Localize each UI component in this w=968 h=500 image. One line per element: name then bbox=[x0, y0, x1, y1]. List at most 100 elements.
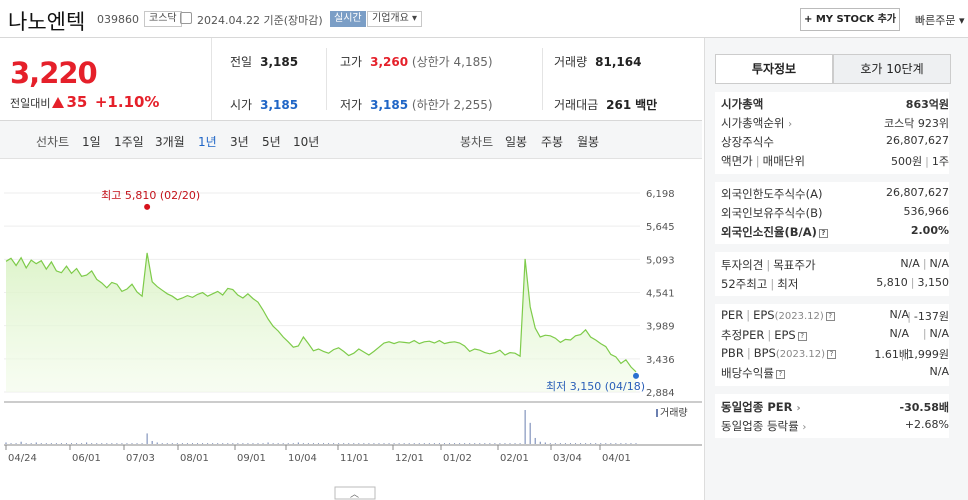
volume-bar bbox=[212, 443, 214, 444]
volume-bar bbox=[181, 443, 183, 444]
day-high: 고가 3,260 (상한가 4,185) bbox=[340, 55, 493, 69]
volume-bar bbox=[539, 441, 541, 444]
volume-bar bbox=[433, 443, 435, 444]
period-3m[interactable]: 3개월 bbox=[155, 135, 185, 149]
volume-bar bbox=[76, 443, 78, 444]
x-tick-label: 04/24 bbox=[8, 453, 37, 464]
valuation-section: PER | EPS(2023.12)? N/A | -137원 추정PER | EPS? N/A… bbox=[715, 304, 949, 386]
divider bbox=[0, 120, 702, 121]
help-icon[interactable]: ? bbox=[825, 312, 835, 321]
volume-bar bbox=[45, 443, 47, 444]
volume-bar bbox=[307, 443, 309, 444]
tab-hoga[interactable]: 호가 10단계 bbox=[833, 54, 951, 84]
volume-bar bbox=[40, 443, 42, 444]
candle-weekly[interactable]: 주봉 bbox=[541, 135, 564, 149]
volume-bar bbox=[615, 443, 617, 444]
help-icon[interactable]: ? bbox=[818, 229, 828, 238]
volume-bar bbox=[564, 443, 566, 444]
volume-bar bbox=[378, 443, 380, 444]
dividend-row: 배당수익률? N/A bbox=[721, 365, 949, 380]
foreign-ratio-row: 외국인소진율(B/A)? 2.00% bbox=[721, 224, 949, 239]
period-10y[interactable]: 10년 bbox=[293, 135, 320, 149]
volume-bar bbox=[161, 443, 163, 444]
industry-section: 동일업종 PER › -30.58배 동일업종 등락률 › +2.68% bbox=[715, 394, 949, 438]
help-icon[interactable]: ? bbox=[797, 332, 807, 341]
period-1y[interactable]: 1년 bbox=[198, 135, 217, 149]
volume-bar bbox=[91, 443, 93, 444]
volume-bar bbox=[222, 443, 224, 444]
volume-bar bbox=[368, 443, 370, 444]
realtime-badge[interactable]: 실시간 bbox=[330, 11, 366, 27]
industry-per-row[interactable]: 동일업종 PER › -30.58배 bbox=[721, 400, 949, 414]
low-marker bbox=[633, 372, 639, 379]
x-tick-label: 12/01 bbox=[395, 453, 424, 464]
week52-row: 52주최고 | 최저 5,810 | 3,150 bbox=[721, 276, 949, 291]
candle-daily[interactable]: 일봉 bbox=[505, 135, 528, 149]
market-badge: 코스닥 bbox=[144, 11, 182, 27]
period-5y[interactable]: 5년 bbox=[262, 135, 281, 149]
quote-date: 2024.04.22 기준(장마감) bbox=[197, 14, 323, 27]
x-tick-label: 09/01 bbox=[237, 453, 266, 464]
y-tick-label: 5,093 bbox=[646, 255, 675, 266]
chevron-right-icon: › bbox=[802, 422, 807, 433]
volume-bar bbox=[595, 443, 597, 444]
volume-bar bbox=[635, 443, 637, 444]
chart-collapse-button[interactable] bbox=[334, 486, 376, 500]
chevron-up-icon[interactable]: ︿ bbox=[350, 490, 359, 500]
est-per-row: 추정PER | EPS? N/A | N/A bbox=[721, 327, 949, 342]
period-1w[interactable]: 1주일 bbox=[114, 135, 144, 149]
help-icon[interactable]: ? bbox=[826, 350, 836, 359]
volume-bar bbox=[358, 443, 360, 444]
period-3y[interactable]: 3년 bbox=[230, 135, 249, 149]
pbr-row: PBR | BPS(2023.12)? 1.61배 | 1,999원 bbox=[721, 346, 949, 361]
volume-bar bbox=[10, 443, 12, 444]
volume-bar bbox=[50, 443, 52, 444]
stock-name[interactable]: 나노엔텍 bbox=[8, 10, 86, 34]
volume-bar bbox=[428, 443, 430, 444]
volume-bar bbox=[559, 443, 561, 444]
volume-bar bbox=[202, 443, 204, 444]
volume-bar bbox=[176, 443, 178, 444]
add-my-stock-button[interactable]: + MY STOCK 추가 bbox=[800, 8, 900, 31]
volume-bar bbox=[131, 443, 133, 444]
period-1d[interactable]: 1일 bbox=[82, 135, 101, 149]
y-tick-label: 2,884 bbox=[646, 388, 675, 399]
volume-bar bbox=[620, 443, 622, 444]
clock-icon bbox=[180, 12, 192, 24]
candle-monthly[interactable]: 월봉 bbox=[577, 135, 600, 149]
volume-bar bbox=[35, 442, 37, 444]
volume-bar bbox=[403, 443, 405, 444]
open-price: 시가 3,185 bbox=[230, 98, 299, 112]
x-tick-label: 02/01 bbox=[500, 453, 529, 464]
divider bbox=[715, 83, 949, 84]
volume-bar bbox=[549, 443, 551, 444]
y-tick-label: 4,541 bbox=[646, 289, 675, 300]
x-tick-label: 11/01 bbox=[340, 453, 369, 464]
volume-bar bbox=[81, 443, 83, 444]
foreign-limit-row: 외국인한도주식수(A) 26,807,627 bbox=[721, 186, 949, 201]
high-annotation: 최고 5,810 (02/20) bbox=[101, 189, 200, 202]
stock-header: 나노엔텍 039860 코스닥 2024.04.22 기준(장마감) 실시간 기… bbox=[0, 0, 968, 38]
volume-bar bbox=[398, 443, 400, 444]
fast-order-button[interactable]: 빠른주문 ▾ bbox=[915, 14, 965, 27]
volume-bar bbox=[554, 443, 556, 444]
tab-invest-info[interactable]: 투자정보 bbox=[715, 54, 833, 84]
volume-bar bbox=[529, 422, 531, 444]
volume-bar bbox=[580, 443, 582, 444]
volume-bar bbox=[494, 443, 496, 444]
volume-bar bbox=[509, 443, 511, 444]
current-price: 3,220 bbox=[10, 56, 98, 90]
x-tick-label: 01/02 bbox=[443, 453, 472, 464]
volume-bar bbox=[86, 442, 88, 444]
volume-bar bbox=[136, 443, 138, 444]
company-info-dropdown[interactable]: 기업개요 ▾ bbox=[367, 11, 423, 27]
volume-bar bbox=[569, 443, 571, 444]
industry-change-row[interactable]: 동일업종 등락률 › +2.68% bbox=[721, 418, 949, 433]
price-chart[interactable]: 6,198 5,645 5,093 4,541 3,989 3,436 2,884 최고 5… bbox=[0, 160, 702, 500]
help-icon[interactable]: ? bbox=[775, 370, 785, 379]
volume-bar bbox=[489, 443, 491, 444]
market-cap-rank-row[interactable]: 시가총액순위 › 코스닥 923위 bbox=[721, 116, 949, 130]
volume-bar bbox=[151, 440, 153, 444]
y-tick-label: 6,198 bbox=[646, 189, 675, 200]
volume-bar bbox=[302, 443, 304, 444]
